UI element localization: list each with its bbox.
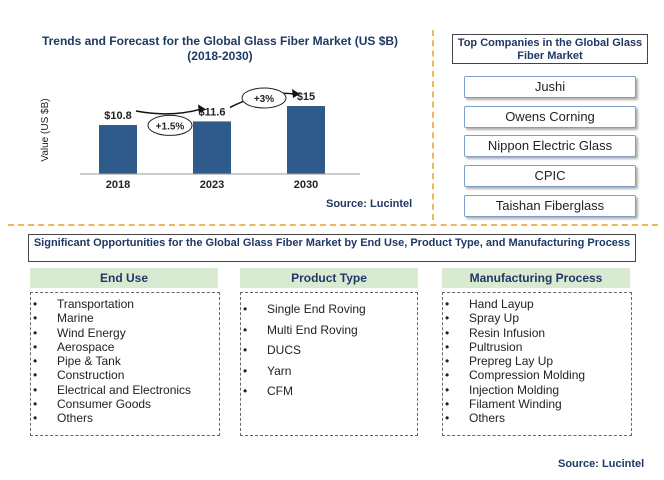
manufacturing-box: Hand Layup Spray Up Resin Infusion Pultr… [442,292,632,436]
list-item: Spray Up [445,311,631,326]
list-item: Resin Infusion [445,326,631,341]
growth-arrow [135,108,201,115]
list-item: Electrical and Electronics [33,383,219,398]
product-type-box: Single End Roving Multi End Roving DUCS … [240,292,418,436]
manufacturing-list: Hand Layup Spray Up Resin Infusion Pultr… [443,293,631,426]
growth-badge [241,87,287,109]
list-item: Compression Molding [445,368,631,383]
list-item: Pultrusion [445,340,631,355]
manufacturing-header: Manufacturing Process [442,268,630,288]
company-owens-corning: Owens Corning [464,106,636,128]
end-use-list: Transportation Marine Wind Energy Aerosp… [31,293,219,426]
end-use-header: End Use [30,268,218,288]
chart-source: Source: Lucintel [326,198,413,210]
end-use-box: Transportation Marine Wind Energy Aerosp… [30,292,220,436]
list-item: Transportation [33,297,219,312]
arrowhead [198,104,206,114]
bar-2030 [287,106,325,174]
company-jushi: Jushi [464,76,636,98]
company-taishan-fiberglass: Taishan Fiberglass [464,195,636,217]
growth-group: +1.5% +3% [135,87,300,136]
arrowhead [292,89,300,98]
list-item: Injection Molding [445,383,631,398]
product-type-header: Product Type [240,268,418,288]
bar-value-label: $10.8 [104,110,132,122]
list-item: Others [33,411,219,426]
opportunities-title: Significant Opportunities for the Global… [28,234,636,262]
x-ticks-group: 2018 2023 2030 [106,179,318,191]
list-item: Single End Roving [243,299,417,320]
list-item: Yarn [243,361,417,382]
list-item: Others [445,411,631,426]
list-item: Construction [33,368,219,383]
company-nippon-electric-glass: Nippon Electric Glass [464,135,636,157]
list-item: Prepreg Lay Up [445,354,631,369]
x-tick-label: 2030 [294,179,318,191]
list-item: CFM [243,381,417,402]
company-cpic: CPIC [464,165,636,187]
list-item: Filament Winding [445,397,631,412]
list-item: Hand Layup [445,297,631,312]
footer-source: Source: Lucintel [558,458,645,470]
bars-group: $10.8 $11.6$15 [99,91,325,174]
growth-label: +3% [254,94,274,105]
x-tick-label: 2018 [106,179,130,191]
growth-badge [147,114,193,136]
product-type-list: Single End Roving Multi End Roving DUCS … [241,293,417,402]
bar-2018 [99,125,137,174]
bar-value-label: $15 [297,91,315,103]
list-item: Wind Energy [33,326,219,341]
bar-2023 [193,121,231,174]
list-item: Multi End Roving [243,320,417,341]
chart-title-main: Trends and Forecast for the Global Glass… [41,34,399,48]
chart-title: Trends and Forecast for the Global Glass… [20,34,420,64]
list-item: Consumer Goods [33,397,219,412]
y-axis-label: Value (US $B) [40,98,51,161]
bar-chart: Value (US $B) $10.8 $11.6$15 2018 2023 2030… [40,87,360,191]
list-item: Aerospace [33,340,219,355]
vertical-divider [432,30,434,220]
list-item: DUCS [243,340,417,361]
top-companies-title: Top Companies in the Global Glass Fiber … [452,34,648,64]
horizontal-divider [8,224,658,226]
growth-label: +1.5% [156,121,185,132]
list-item: Pipe & Tank [33,354,219,369]
chart-subtitle: (2018-2030) [187,49,253,63]
list-item: Marine [33,311,219,326]
x-tick-label: 2023 [200,179,224,191]
